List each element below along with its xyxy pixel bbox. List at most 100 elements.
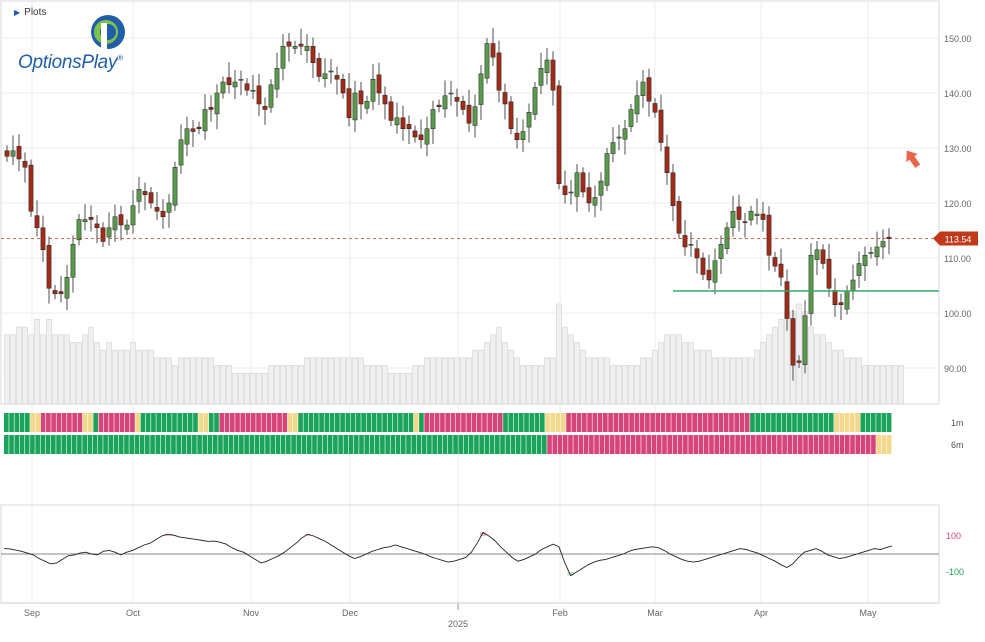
heatmap-cell (724, 435, 730, 454)
heatmap-cell (545, 413, 550, 432)
plots-toggle[interactable]: ▶ Plots (14, 7, 46, 18)
candle-up (274, 68, 280, 90)
heatmap-cell (108, 435, 114, 454)
heatmap-cell (458, 435, 464, 454)
heatmap-cell (374, 435, 380, 454)
heatmap-cell (427, 435, 432, 454)
candle-down (436, 104, 442, 107)
volume-bar (4, 334, 10, 405)
volume-bar (748, 357, 754, 405)
volume-bar (130, 342, 136, 405)
heatmap-cell (4, 435, 9, 454)
volume-bar (874, 365, 880, 405)
heatmap-cell (797, 435, 803, 454)
heatmap-cell (515, 435, 521, 454)
heatmap-cell (719, 435, 725, 454)
heatmap-cell (824, 435, 829, 454)
heatmap-cell (730, 435, 735, 454)
candle-up (868, 252, 874, 254)
candle-up (598, 180, 604, 196)
heatmap-cell (787, 435, 793, 454)
volume-bar (148, 349, 154, 405)
heatmap-cell (740, 435, 746, 454)
heatmap-cell (886, 435, 892, 454)
heatmap-cell (497, 413, 503, 432)
candle-up (112, 216, 118, 231)
heatmap-cell (529, 413, 535, 432)
volume-bar (340, 357, 346, 405)
candle-up (10, 150, 16, 157)
heatmap-cell (687, 413, 692, 432)
volume-bar (52, 334, 58, 405)
candle-up (520, 131, 526, 140)
heatmap-cell (834, 413, 839, 432)
heatmap-cell (244, 435, 249, 454)
candle-down (700, 257, 706, 275)
heatmap-cell (56, 435, 61, 454)
last-price-label: 113.54 (945, 235, 972, 245)
heatmap-cell (860, 413, 866, 432)
volume-bar (730, 357, 736, 405)
candle-down (586, 187, 592, 204)
volume-bar (76, 342, 82, 405)
heatmap-cell (118, 435, 124, 454)
heatmap-cell (718, 413, 724, 432)
heatmap-cell (19, 413, 25, 432)
heatmap-cell (348, 435, 354, 454)
heatmap-cell (317, 435, 323, 454)
volume-bar (712, 357, 718, 405)
candle-up (874, 246, 880, 258)
heatmap-cell (823, 413, 829, 432)
heatmap-cell (319, 413, 324, 432)
heatmap-cell (613, 413, 619, 432)
heatmap-cell (777, 435, 782, 454)
heatmap-cell (113, 435, 119, 454)
volume-bar (352, 357, 358, 405)
heatmap-cell (650, 413, 655, 432)
candle-down (508, 101, 514, 130)
volume-bar (814, 334, 820, 405)
heatmap-cell (129, 435, 134, 454)
candle-up (220, 81, 226, 94)
heatmap-cell (681, 413, 687, 432)
candle-up (622, 128, 628, 140)
volume-bar (502, 342, 508, 405)
candle-down (148, 192, 154, 204)
volume-bar (400, 372, 406, 405)
volume-bar (190, 357, 196, 405)
logo-wordmark: OptionsPlay® (18, 52, 123, 73)
heatmap-cell (666, 413, 671, 432)
heatmap-cell (818, 413, 824, 432)
heatmap-cell (750, 413, 755, 432)
heatmap-cell (277, 413, 282, 432)
candle-up (328, 70, 334, 73)
heatmap-cell (172, 413, 177, 432)
candle-down (778, 263, 784, 278)
volume-bar (460, 357, 466, 405)
candle-up (280, 46, 286, 69)
heatmap-cell (369, 435, 375, 454)
heatmap-cell (474, 435, 479, 454)
candle-down (742, 221, 748, 223)
volume-bar (580, 349, 586, 405)
heatmap-cell (479, 435, 484, 454)
volume-bar (424, 357, 430, 405)
heatmap-cell (333, 435, 338, 454)
volume-bar (10, 334, 16, 405)
candle-down (676, 201, 682, 234)
heatmap-cell (413, 413, 419, 432)
heatmap-cell (651, 435, 657, 454)
candle-up (202, 109, 208, 132)
heatmap-cell (261, 413, 267, 432)
candle-down (376, 74, 382, 94)
heatmap-cell (233, 435, 239, 454)
heatmap-cell (713, 413, 719, 432)
heatmap-cell (150, 435, 155, 454)
x-tick-label: Nov (243, 608, 260, 618)
candle-down (226, 77, 232, 85)
candle-up (814, 249, 820, 260)
axes: 150.00 140.00 130.00 120.00 110.00 100.00 90.0… (1, 34, 972, 629)
oscillator: 100 -100 (1, 531, 964, 577)
